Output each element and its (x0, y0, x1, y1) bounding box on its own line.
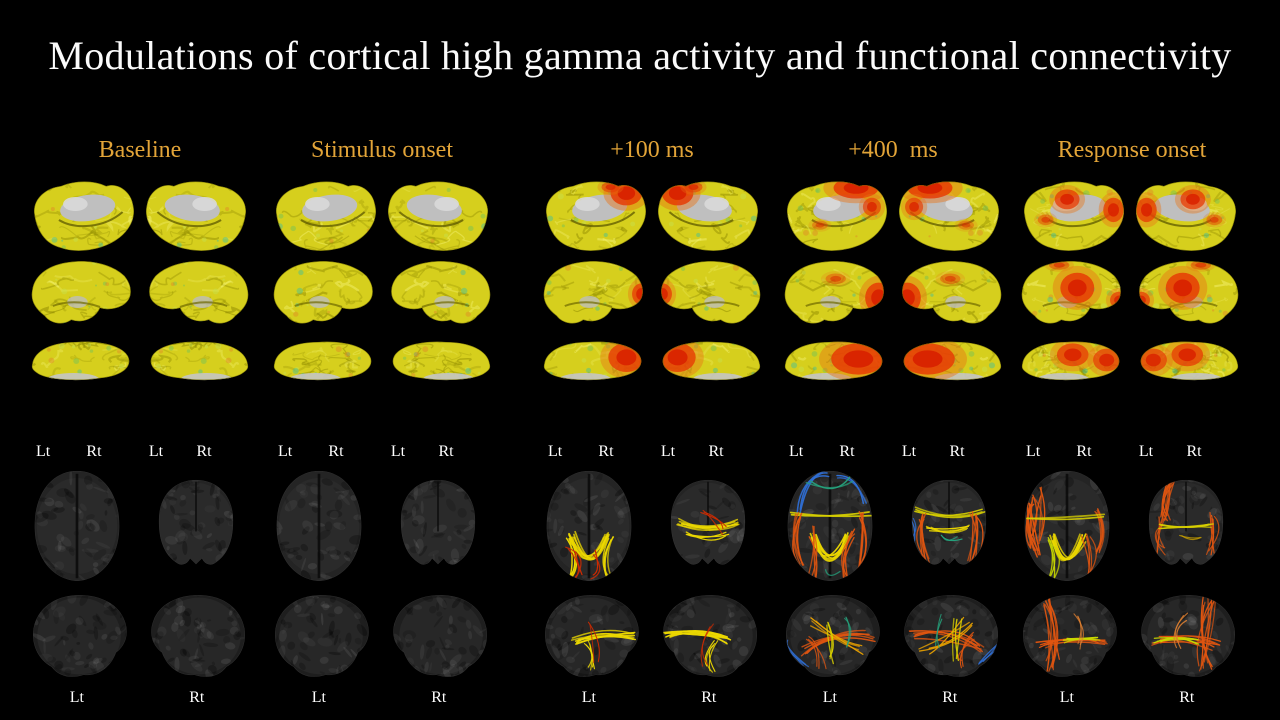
orientation-label-lt: Lt (311, 689, 326, 706)
glass-brain-sagittal-left-response-onset (1014, 588, 1124, 684)
surface-map-plus-100ms-medial-left (536, 178, 649, 254)
orientation-label-rt: Rt (1179, 689, 1195, 706)
glass-brain-sagittal-right-stimulus-onset (386, 588, 496, 684)
surface-map-response-onset-medial-right (1133, 178, 1246, 254)
glass-brain-axial-stimulus-onset (266, 466, 372, 586)
orientation-label-lt: Lt (822, 689, 837, 706)
orientation-label-lt: Lt (547, 443, 563, 460)
glass-brain-sagittal-right-plus-100ms (656, 588, 766, 684)
glass-brain-sagittal-right-baseline (144, 588, 254, 684)
orientation-label-rt: Rt (942, 689, 958, 706)
column-header-plus-400ms: +400 ms (848, 137, 938, 163)
orientation-label-rt: Rt (1076, 443, 1092, 460)
glass-brain-coronal-stimulus-onset (388, 472, 488, 580)
surface-map-plus-400ms-medial-left (777, 178, 890, 254)
surface-map-plus-400ms-ventral-right (896, 334, 1009, 386)
orientation-label-rt: Rt (949, 443, 965, 460)
condition-column-response-onset: Response onset Lt Rt Lt Rt Lt Rt (1012, 0, 1252, 720)
condition-column-baseline: Baseline Lt Rt Lt Rt Lt Rt (22, 0, 258, 720)
orientation-label-rt: Rt (189, 689, 205, 706)
orientation-label-lt: Lt (788, 443, 804, 460)
orientation-label-rt: Rt (431, 689, 447, 706)
orientation-label-rt: Rt (438, 443, 454, 460)
orientation-label-lt: Lt (901, 443, 917, 460)
orientation-label-rt: Rt (701, 689, 717, 706)
surface-map-plus-100ms-lateral-left (536, 256, 649, 332)
surface-map-response-onset-lateral-left (1014, 256, 1127, 332)
column-header-plus-100ms: +100 ms (610, 137, 694, 163)
surface-map-baseline-ventral-right (143, 334, 256, 386)
orientation-label-lt: Lt (1059, 689, 1074, 706)
orientation-label-lt: Lt (1025, 443, 1041, 460)
condition-column-stimulus-onset: Stimulus onset Lt Rt Lt Rt Lt Rt (264, 0, 500, 720)
orientation-label-lt: Lt (660, 443, 676, 460)
surface-map-plus-400ms-lateral-left (777, 256, 890, 332)
glass-brain-coronal-plus-400ms (899, 472, 999, 580)
orientation-label-rt: Rt (708, 443, 724, 460)
glass-brain-sagittal-right-response-onset (1134, 588, 1244, 684)
surface-map-stimulus-onset-ventral-left (266, 334, 379, 386)
surface-map-plus-100ms-medial-right (655, 178, 768, 254)
orientation-label-lt: Lt (277, 443, 293, 460)
orientation-label-rt: Rt (196, 443, 212, 460)
surface-map-plus-100ms-ventral-left (536, 334, 649, 386)
surface-map-response-onset-ventral-right (1133, 334, 1246, 386)
surface-map-baseline-medial-right (143, 178, 256, 254)
glass-brain-sagittal-left-stimulus-onset (266, 588, 376, 684)
glass-brain-sagittal-left-baseline (24, 588, 134, 684)
glass-brain-axial-baseline (24, 466, 130, 586)
orientation-label-rt: Rt (1186, 443, 1202, 460)
surface-map-baseline-lateral-right (143, 256, 256, 332)
orientation-label-lt: Lt (1138, 443, 1154, 460)
surface-map-stimulus-onset-lateral-left (266, 256, 379, 332)
orientation-label-rt: Rt (328, 443, 344, 460)
condition-column-plus-100ms: +100 ms Lt Rt Lt Rt Lt Rt (534, 0, 770, 720)
glass-brain-axial-plus-400ms (777, 466, 883, 586)
orientation-label-lt: Lt (390, 443, 406, 460)
column-header-baseline: Baseline (98, 137, 182, 163)
glass-brain-coronal-plus-100ms (658, 472, 758, 580)
surface-map-baseline-lateral-left (24, 256, 137, 332)
surface-map-response-onset-medial-left (1014, 178, 1127, 254)
orientation-label-lt: Lt (581, 689, 596, 706)
glass-brain-sagittal-left-plus-100ms (536, 588, 646, 684)
glass-brain-coronal-baseline (146, 472, 246, 580)
surface-map-stimulus-onset-ventral-right (385, 334, 498, 386)
surface-map-plus-400ms-medial-right (896, 178, 1009, 254)
orientation-label-lt: Lt (148, 443, 164, 460)
orientation-label-rt: Rt (598, 443, 614, 460)
glass-brain-sagittal-right-plus-400ms (897, 588, 1007, 684)
surface-map-plus-100ms-lateral-right (655, 256, 768, 332)
orientation-label-lt: Lt (35, 443, 51, 460)
surface-map-stimulus-onset-lateral-right (385, 256, 498, 332)
surface-map-stimulus-onset-medial-right (385, 178, 498, 254)
surface-map-plus-400ms-lateral-right (896, 256, 1009, 332)
orientation-label-lt: Lt (69, 689, 84, 706)
glass-brain-sagittal-left-plus-400ms (777, 588, 887, 684)
glass-brain-axial-plus-100ms (536, 466, 642, 586)
surface-map-plus-100ms-ventral-right (655, 334, 768, 386)
glass-brain-axial-response-onset (1014, 466, 1120, 586)
orientation-label-rt: Rt (839, 443, 855, 460)
column-header-stimulus-onset: Stimulus onset (310, 137, 454, 163)
orientation-label-rt: Rt (86, 443, 102, 460)
surface-map-stimulus-onset-medial-left (266, 178, 379, 254)
glass-brain-coronal-response-onset (1136, 472, 1236, 580)
surface-map-plus-400ms-ventral-left (777, 334, 890, 386)
condition-column-plus-400ms: +400 ms Lt Rt Lt Rt Lt Rt (775, 0, 1011, 720)
slide-title: Modulations of cortical high gamma activ… (48, 33, 1232, 78)
surface-map-baseline-ventral-left (24, 334, 137, 386)
column-header-response-onset: Response onset (1057, 137, 1207, 163)
surface-map-baseline-medial-left (24, 178, 137, 254)
surface-map-response-onset-lateral-right (1133, 256, 1246, 332)
surface-map-response-onset-ventral-left (1014, 334, 1127, 386)
